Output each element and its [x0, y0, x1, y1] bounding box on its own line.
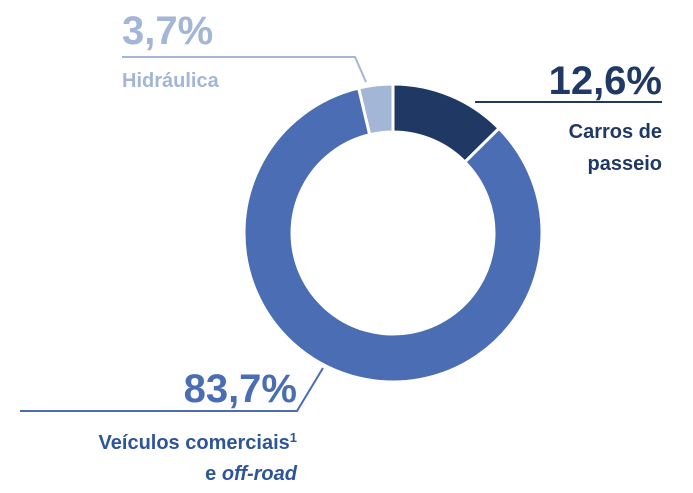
- label-part: off-road: [222, 463, 298, 485]
- value-label: 83,7%: [184, 367, 297, 411]
- label-part: Veículos comerciais: [99, 432, 290, 454]
- donut-slice: [356, 82, 395, 137]
- label-part: passeio: [588, 153, 662, 175]
- leader-line: [122, 56, 367, 83]
- label-part: e: [205, 463, 222, 485]
- category-label: passeio: [588, 153, 662, 175]
- value-label: 12,6%: [549, 59, 662, 103]
- label-part: 1: [290, 430, 297, 445]
- category-label: Carros de: [569, 121, 662, 143]
- donut-slice: [242, 86, 544, 384]
- category-label: e off-road: [205, 463, 298, 485]
- category-label: Veículos comerciais1: [99, 430, 297, 455]
- leader-lines: [20, 56, 662, 412]
- label-part: Hidráulica: [122, 70, 220, 92]
- category-label: Hidráulica: [122, 70, 220, 92]
- value-label: 3,7%: [122, 9, 213, 53]
- leader-line: [20, 367, 324, 412]
- label-part: Carros de: [569, 121, 662, 143]
